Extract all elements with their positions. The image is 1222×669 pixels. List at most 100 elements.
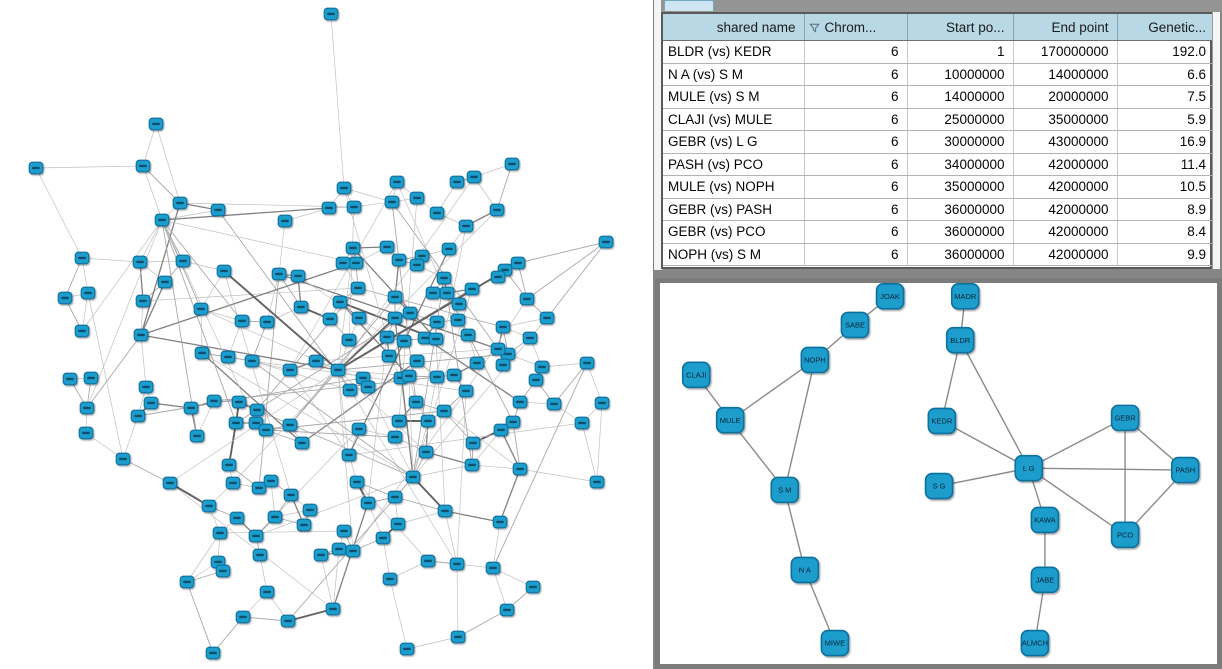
network-node[interactable] [296, 518, 312, 532]
network-node[interactable] [384, 195, 400, 209]
network-node[interactable] [429, 315, 445, 329]
network-node[interactable] [249, 403, 265, 417]
network-node[interactable] [229, 511, 245, 525]
network-node[interactable] [154, 213, 170, 227]
network-node[interactable] [321, 201, 337, 215]
network-node[interactable] [420, 554, 436, 568]
network-node[interactable] [78, 426, 94, 440]
network-node[interactable] [221, 458, 237, 472]
network-node[interactable] [175, 254, 191, 268]
network-node[interactable] [387, 430, 403, 444]
table-row[interactable]: CLAJI (vs) MULE 6 25000000 35000000 5.9 [663, 108, 1214, 131]
table-row[interactable]: N A (vs) S M 6 10000000 14000000 6.6 [663, 63, 1214, 86]
network-node[interactable] [574, 416, 590, 430]
network-node[interactable] [74, 324, 90, 338]
network-node[interactable] [345, 241, 361, 255]
network-node[interactable] [252, 548, 268, 562]
network-node[interactable] [495, 358, 511, 372]
network-node[interactable] [235, 610, 251, 624]
network-node[interactable] [294, 436, 310, 450]
table-row[interactable]: GEBR (vs) PASH 6 36000000 42000000 8.9 [663, 198, 1214, 221]
network-node[interactable] [342, 383, 358, 397]
network-node[interactable] [458, 219, 474, 233]
network-node[interactable] [193, 302, 209, 316]
network-node[interactable] [331, 542, 347, 556]
network-node-N-A[interactable]: N A [790, 556, 820, 584]
network-node-GEBR[interactable]: GEBR [1110, 404, 1140, 432]
network-node[interactable] [248, 529, 264, 543]
network-node[interactable] [360, 496, 376, 510]
network-node[interactable] [225, 476, 241, 490]
network-node[interactable] [528, 373, 544, 387]
network-node[interactable] [322, 312, 338, 326]
network-node[interactable] [79, 401, 95, 415]
network-node[interactable] [499, 603, 515, 617]
network-node[interactable] [469, 356, 485, 370]
network-node[interactable] [437, 504, 453, 518]
network-node[interactable] [464, 282, 480, 296]
network-node[interactable] [308, 354, 324, 368]
network-node[interactable] [425, 286, 441, 300]
column-header-2[interactable]: Start po... [907, 14, 1014, 41]
network-node[interactable] [525, 580, 541, 594]
network-node[interactable] [148, 117, 164, 131]
network-node[interactable] [234, 314, 250, 328]
network-node[interactable] [271, 267, 287, 281]
network-node[interactable] [405, 470, 421, 484]
network-node[interactable] [449, 557, 465, 571]
network-node[interactable] [348, 256, 364, 270]
network-node[interactable] [450, 313, 466, 327]
network-node[interactable] [251, 481, 267, 495]
network-node-JABE[interactable]: JABE [1030, 566, 1060, 594]
network-node[interactable] [512, 395, 528, 409]
network-node[interactable] [396, 334, 412, 348]
network-node-ALMCH[interactable]: ALMCH [1020, 629, 1050, 657]
network-node[interactable] [389, 175, 405, 189]
table-row[interactable]: GEBR (vs) PCO 6 36000000 42000000 8.4 [663, 220, 1214, 244]
network-node[interactable] [450, 630, 466, 644]
network-node[interactable] [351, 422, 367, 436]
network-node[interactable] [375, 531, 391, 545]
network-node-KAWA[interactable]: KAWA [1030, 506, 1060, 534]
network-node[interactable] [157, 275, 173, 289]
network-node[interactable] [492, 515, 508, 529]
network-node[interactable] [183, 401, 199, 415]
network-node[interactable] [115, 452, 131, 466]
network-node[interactable] [267, 510, 283, 524]
network-node[interactable] [341, 448, 357, 462]
network-node[interactable] [409, 258, 425, 272]
network-node[interactable] [162, 476, 178, 490]
table-row[interactable]: NOPH (vs) S M 6 36000000 42000000 9.9 [663, 243, 1214, 266]
network-node[interactable] [216, 264, 232, 278]
table-row[interactable]: MULE (vs) S M 6 14000000 20000000 7.5 [663, 85, 1214, 109]
network-node[interactable] [505, 415, 521, 429]
network-node[interactable] [263, 474, 279, 488]
network-node[interactable] [205, 646, 221, 660]
network-node[interactable] [346, 200, 362, 214]
table-panel-tab[interactable] [664, 0, 714, 11]
network-node[interactable] [57, 291, 73, 305]
network-node[interactable] [408, 395, 424, 409]
column-header-3[interactable]: End point [1013, 14, 1118, 41]
network-node[interactable] [360, 380, 376, 394]
network-node[interactable] [220, 350, 236, 364]
network-node[interactable] [179, 575, 195, 589]
network-node[interactable] [387, 490, 403, 504]
network-node[interactable] [83, 371, 99, 385]
network-node-JOAK[interactable]: JOAK [875, 283, 905, 310]
network-node[interactable] [522, 331, 538, 345]
network-node[interactable] [391, 253, 407, 267]
overview-network-panel[interactable] [0, 0, 653, 669]
network-node[interactable] [428, 332, 444, 346]
network-node[interactable] [598, 235, 614, 249]
table-row[interactable]: PASH (vs) PCO 6 34000000 42000000 11.4 [663, 153, 1214, 176]
network-node[interactable] [379, 330, 395, 344]
network-node[interactable] [172, 196, 188, 210]
network-node-CLAJI[interactable]: CLAJI [681, 361, 711, 389]
network-node[interactable] [429, 206, 445, 220]
network-node[interactable] [325, 602, 341, 616]
network-node[interactable] [259, 585, 275, 599]
overview-network-svg[interactable] [0, 0, 653, 669]
network-node[interactable] [458, 384, 474, 398]
network-node[interactable] [493, 423, 509, 437]
